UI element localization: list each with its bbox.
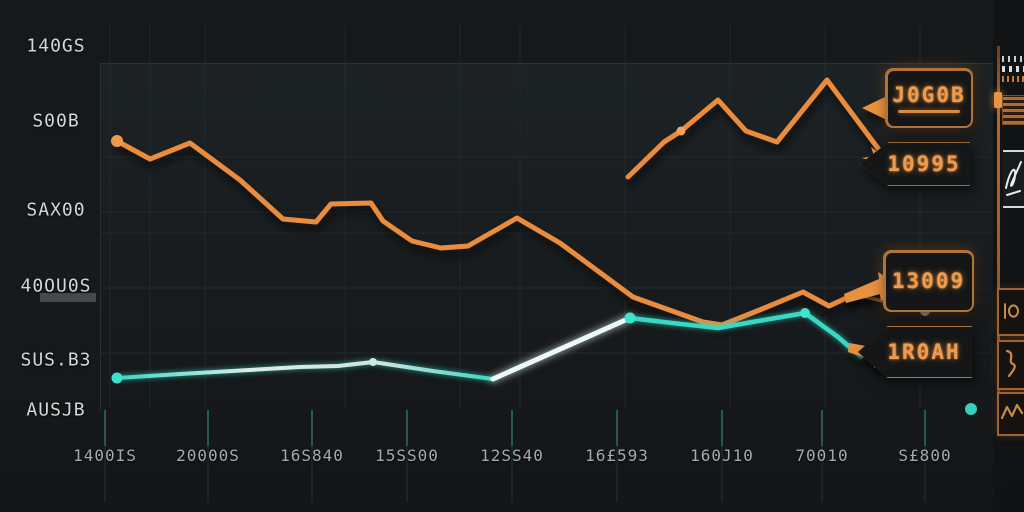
- y-tick-label: SAX00: [26, 199, 86, 221]
- x-tick-label: 16£593: [585, 446, 649, 465]
- x-tick-label: 70010: [795, 446, 849, 465]
- x-tick-label: 20000S: [176, 446, 240, 465]
- callout-J0G0B: J0G0B: [885, 68, 973, 128]
- tool-button-record[interactable]: [997, 288, 1024, 336]
- y-tick-label: AUSJB: [26, 399, 86, 421]
- callout-value: 10995: [887, 152, 961, 176]
- y-tick-label: 40OU0S: [20, 275, 92, 297]
- y-tick-label: S00B: [32, 110, 80, 132]
- callout-13009: 13009: [883, 250, 974, 312]
- callout-1R0AH: 1R0AH: [858, 326, 972, 378]
- callout-value: 1R0AH: [887, 340, 961, 364]
- y-label-highlight-bar: [40, 293, 96, 302]
- x-tick-label: S£800: [898, 446, 952, 465]
- x-tick-label: 1400IS: [73, 446, 137, 465]
- x-tick-label: 160J10: [690, 446, 754, 465]
- callout-10995: 10995: [860, 142, 970, 186]
- x-tick-label: 16S840: [280, 446, 344, 465]
- mini-text-rows: [1002, 56, 1024, 90]
- block-cluster-icon: [1002, 95, 1024, 125]
- tool-button-squiggle[interactable]: [997, 340, 1024, 390]
- y-tick-label: SUS.B3: [20, 349, 92, 371]
- y-tick-label: 140GS: [26, 35, 86, 57]
- sidebar-divider-line: [997, 46, 1000, 418]
- x-tick-label: 15SS00: [375, 446, 439, 465]
- callout-value: 13009: [891, 269, 966, 293]
- signature-icon[interactable]: [1003, 150, 1024, 208]
- sidebar-divider-node: [994, 92, 1002, 108]
- x-tick-label: 12SS40: [480, 446, 544, 465]
- callout-value: J0G0B: [892, 83, 966, 107]
- wave-tool-button[interactable]: [997, 392, 1024, 436]
